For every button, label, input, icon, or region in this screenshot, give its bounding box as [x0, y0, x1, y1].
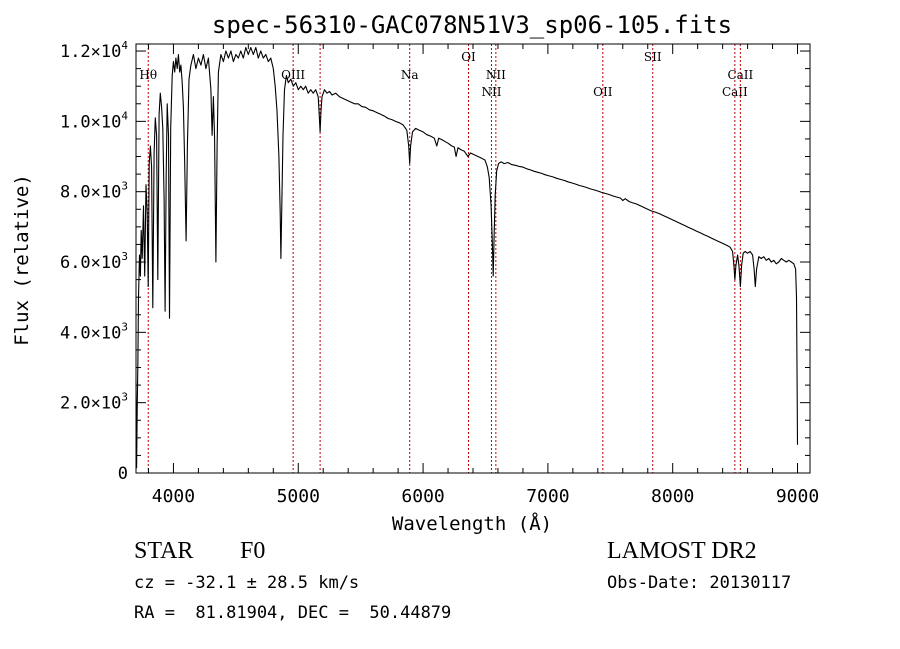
y-tick-exponent: 4 [121, 39, 128, 52]
redshift-value: cz = -32.1 ± 28.5 km/s [134, 573, 360, 593]
observation-date: Obs-Date: 20130117 [607, 573, 792, 593]
marker-label: OII [593, 85, 613, 99]
y-tick-mantissa: 1.0×10 [60, 112, 121, 132]
marker-label: NII [486, 68, 506, 82]
x-axis-label: Wavelength (Å) [392, 512, 552, 535]
y-tick-exponent: 3 [121, 391, 128, 404]
x-tick-label: 9000 [776, 486, 819, 507]
spectrum-line [135, 46, 799, 469]
y-tick-mantissa: 1.2×10 [60, 42, 121, 62]
sky-coordinates: RA = 81.81904, DEC = 50.44879 [134, 603, 452, 623]
marker-label: CaII [727, 68, 753, 82]
x-tick-label: 8000 [651, 486, 694, 507]
y-tick-mantissa: 6.0×10 [60, 253, 121, 273]
marker-label: NII [481, 85, 501, 99]
x-tick-label: 7000 [526, 486, 569, 507]
plot-frame [135, 43, 811, 474]
marker-label: Hθ [139, 68, 157, 82]
marker-label: OIII [281, 68, 305, 82]
spectral-subclass: F0 [240, 538, 266, 564]
y-tick-exponent: 3 [121, 250, 128, 263]
marker-label: OI [461, 50, 476, 64]
survey-name: LAMOST DR2 [607, 538, 757, 564]
y-tick-exponent: 4 [121, 109, 128, 122]
object-class: STAR [134, 538, 194, 564]
y-axis-label: Flux (relative) [11, 174, 33, 346]
chart-title: spec-56310-GAC078N51V3_sp06-105.fits [212, 11, 732, 39]
y-tick-exponent: 3 [121, 180, 128, 193]
x-tick-label: 5000 [277, 486, 320, 507]
y-tick-label: 1.0×104 [60, 109, 128, 132]
y-tick-label: 4.0×103 [60, 320, 128, 343]
y-tick-label: 0 [118, 464, 128, 484]
y-tick-mantissa: 2.0×10 [60, 394, 121, 414]
axis-ticks [136, 44, 810, 474]
line-markers: Hθ OIII Na OI NII NII OII SII CaII CaII [139, 44, 754, 473]
y-tick-mantissa: 0 [118, 464, 128, 484]
marker-label: SII [644, 50, 662, 64]
y-tick-mantissa: 8.0×10 [60, 183, 121, 203]
marker-label: Na [401, 68, 419, 82]
x-tick-label: 6000 [401, 486, 444, 507]
y-tick-label: 2.0×103 [60, 391, 128, 414]
y-tick-label: 6.0×103 [60, 250, 128, 273]
y-tick-mantissa: 4.0×10 [60, 323, 121, 343]
y-tick-exponent: 3 [121, 320, 128, 333]
y-tick-label: 8.0×103 [60, 180, 128, 203]
tick-labels: 4000 5000 6000 7000 8000 900002.0×1034.0×1036… [60, 39, 819, 507]
marker-label: CaII [722, 85, 748, 99]
x-tick-label: 4000 [152, 486, 195, 507]
y-tick-label: 1.2×104 [60, 39, 128, 62]
